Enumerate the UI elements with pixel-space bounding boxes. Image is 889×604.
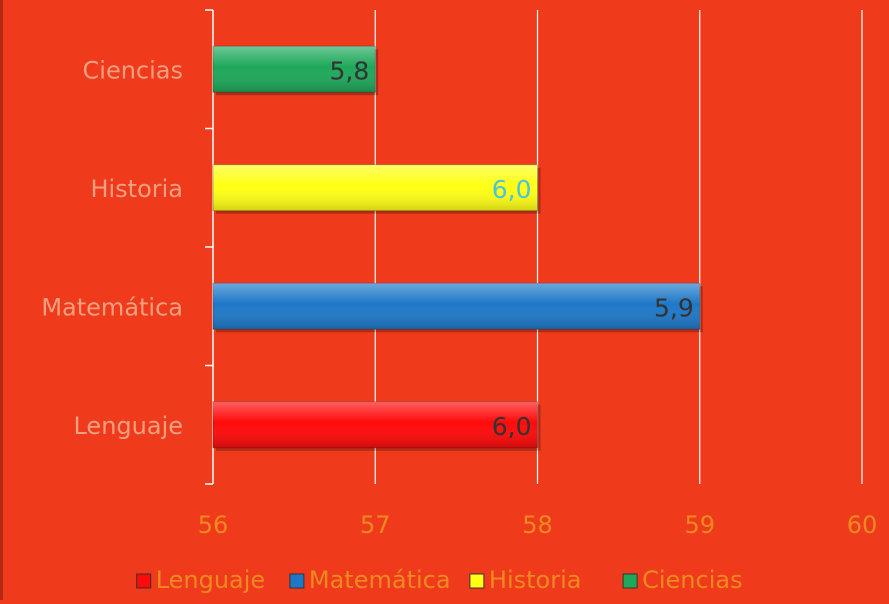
legend-label-ciencias: Ciencias [642,566,742,594]
bars [212,45,703,451]
data-label-lenguaje: 6,0 [492,412,532,441]
legend-label-lenguaje: Lenguaje [156,566,266,594]
data-label-matematica: 5,9 [654,293,694,322]
x-tick-label-58: 58 [522,511,553,539]
bar-shine-lenguaje [213,401,538,448]
legend-swatch-ciencias [622,573,638,589]
x-tick-label-57: 57 [360,511,391,539]
bar-shine-historia [213,164,538,211]
x-tick-label-59: 59 [684,511,715,539]
category-axis: Lenguaje Matemática Historia Ciencias [41,9,214,485]
bar-shine-matematica [213,283,700,330]
legend: Lenguaje Matemática Historia Ciencias [136,566,743,594]
data-label-historia: 6,0 [492,175,532,204]
left-border [0,0,3,600]
bar-shine-ciencias [213,46,376,93]
legend-swatch-matematica [289,573,305,589]
x-axis-tick-labels: 56 57 58 59 60 [198,511,878,539]
category-label-historia: Historia [90,175,183,203]
x-tick-label-56: 56 [198,511,229,539]
category-label-matematica: Matemática [41,293,183,321]
data-label-ciencias: 5,8 [329,56,369,85]
legend-label-historia: Historia [489,566,582,594]
legend-label-matematica: Matemática [309,566,451,594]
data-labels: 6,0 5,9 6,0 5,8 [329,56,693,441]
x-tick-label-60: 60 [847,511,878,539]
category-label-ciencias: Ciencias [83,56,183,84]
category-label-lenguaje: Lenguaje [73,412,183,440]
legend-swatch-historia [469,573,485,589]
legend-swatch-lenguaje [136,573,152,589]
